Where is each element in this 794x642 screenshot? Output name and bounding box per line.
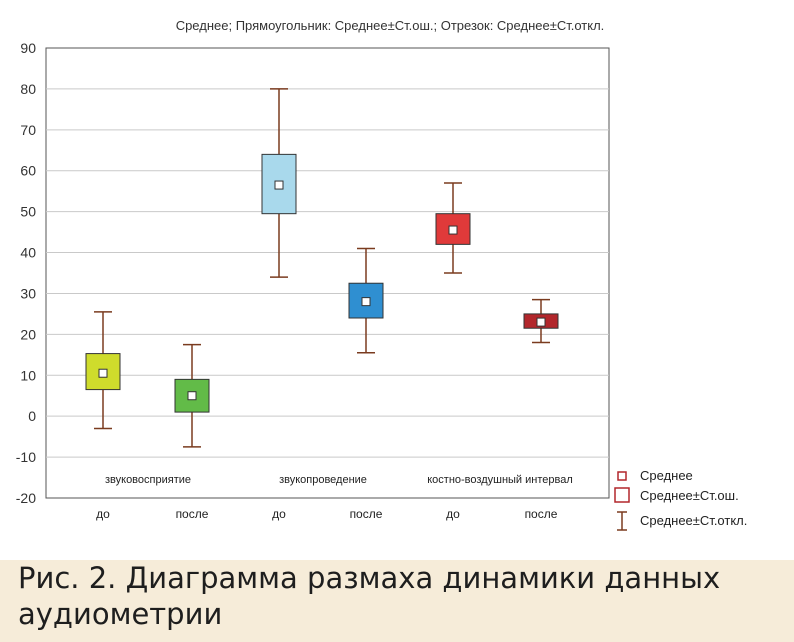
box-item (348, 247, 384, 354)
plot-frame (45, 47, 610, 499)
group-label: костно-воздушный интервал (427, 474, 573, 486)
mean-marker (361, 297, 371, 307)
y-tick-label: 90 (20, 40, 36, 56)
x-category-label: после (176, 507, 209, 521)
mean-marker (448, 225, 458, 235)
box-item (261, 88, 297, 278)
chart-title: Среднее; Прямоугольник: Среднее±Ст.ош.; … (176, 18, 605, 33)
mean-marker (536, 317, 546, 327)
mean-marker (98, 368, 108, 378)
y-tick-label: 70 (20, 122, 36, 138)
y-tick-label: 10 (20, 367, 36, 383)
box-item (435, 182, 471, 274)
x-category-label: после (350, 507, 383, 521)
box-item (174, 343, 210, 448)
legend-label: Среднее±Ст.откл. (640, 513, 747, 528)
mean-marker (274, 180, 284, 190)
x-category-label: до (96, 507, 110, 521)
y-tick-label: 20 (20, 326, 36, 342)
mean-marker (187, 391, 197, 401)
legend-mean-icon (617, 471, 627, 481)
x-category-label: после (525, 507, 558, 521)
figure-caption: Рис. 2. Диаграмма размаха динамики данны… (18, 561, 721, 631)
x-category-label: до (446, 507, 460, 521)
y-tick-label: 30 (20, 285, 36, 301)
box-item (523, 298, 559, 344)
legend-label: Среднее±Ст.ош. (640, 488, 739, 503)
x-category-label: до (272, 507, 286, 521)
legend-label: Среднее (640, 468, 693, 483)
y-tick-label: 0 (28, 408, 36, 424)
y-tick-label: -10 (16, 449, 36, 465)
y-tick-label: -20 (16, 490, 36, 506)
y-tick-label: 80 (20, 81, 36, 97)
y-tick-label: 40 (20, 245, 36, 261)
y-tick-label: 50 (20, 204, 36, 220)
box-item (85, 311, 121, 430)
group-label: звуковосприятие (105, 474, 191, 486)
legend-se-icon (614, 487, 630, 503)
box-plot-chart: Среднее; Прямоугольник: Среднее±Ст.ош.; … (0, 0, 794, 560)
y-tick-label: 60 (20, 163, 36, 179)
group-label: звукопроведение (279, 474, 367, 486)
